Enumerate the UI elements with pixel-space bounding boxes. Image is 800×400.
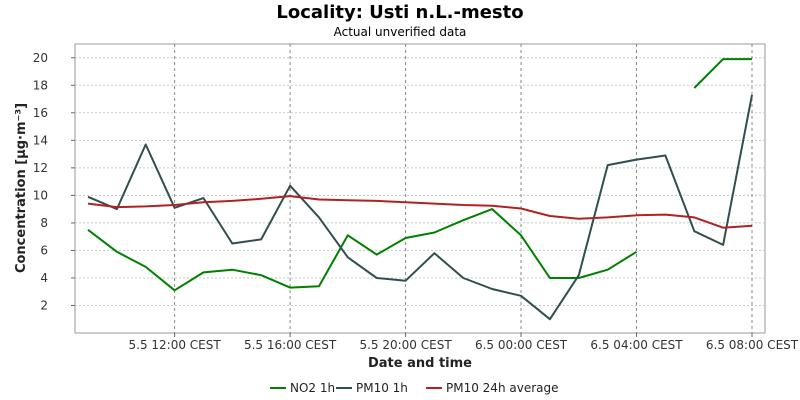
series-pm10-24h-average (87, 195, 753, 229)
series-line (693, 58, 752, 89)
legend-entry: NO2 1h (290, 381, 335, 395)
y-axis-label: Concentration [µg·m⁻³] (14, 103, 29, 273)
plot-frame (74, 43, 766, 334)
series-line (87, 94, 753, 321)
x-tick-label: 6.5 08:00 CEST (706, 338, 799, 352)
y-tick-label: 14 (33, 133, 48, 147)
y-tick-label: 2 (40, 298, 48, 312)
chart-subtitle: Actual unverified data (334, 25, 467, 39)
x-tick-label: 5.5 12:00 CEST (129, 338, 222, 352)
y-tick-label: 18 (33, 78, 48, 92)
x-axis-label: Date and time (368, 356, 472, 371)
series-line (87, 195, 753, 229)
y-tick-label: 10 (33, 188, 48, 202)
y-tick-label: 4 (40, 271, 48, 285)
legend-entry: PM10 24h average (446, 381, 559, 395)
plot-area: 2 4 6 8 10 12 14 16 18 20 5.5 12:00 CEST 5.5 16:00 … (33, 43, 799, 352)
x-tick-label: 6.5 04:00 CEST (590, 338, 683, 352)
y-tick-label: 6 (40, 243, 48, 257)
legend: NO2 1h PM10 1h PM10 24h average (270, 381, 559, 395)
x-tick-label: 5.5 16:00 CEST (244, 338, 337, 352)
y-tick-label: 16 (33, 106, 48, 120)
y-tick-label: 8 (40, 216, 48, 230)
legend-entry: PM10 1h (356, 381, 408, 395)
series-no2-1h (87, 58, 752, 292)
chart-title: Locality: Usti n.L.-mesto (276, 2, 523, 23)
x-tick-label: 6.5 00:00 CEST (475, 338, 568, 352)
series-pm10-1h (87, 94, 753, 321)
y-tick-label: 20 (33, 51, 48, 65)
series-line (87, 208, 638, 292)
x-tick-label: 5.5 20:00 CEST (359, 338, 452, 352)
y-tick-label: 12 (33, 161, 48, 175)
